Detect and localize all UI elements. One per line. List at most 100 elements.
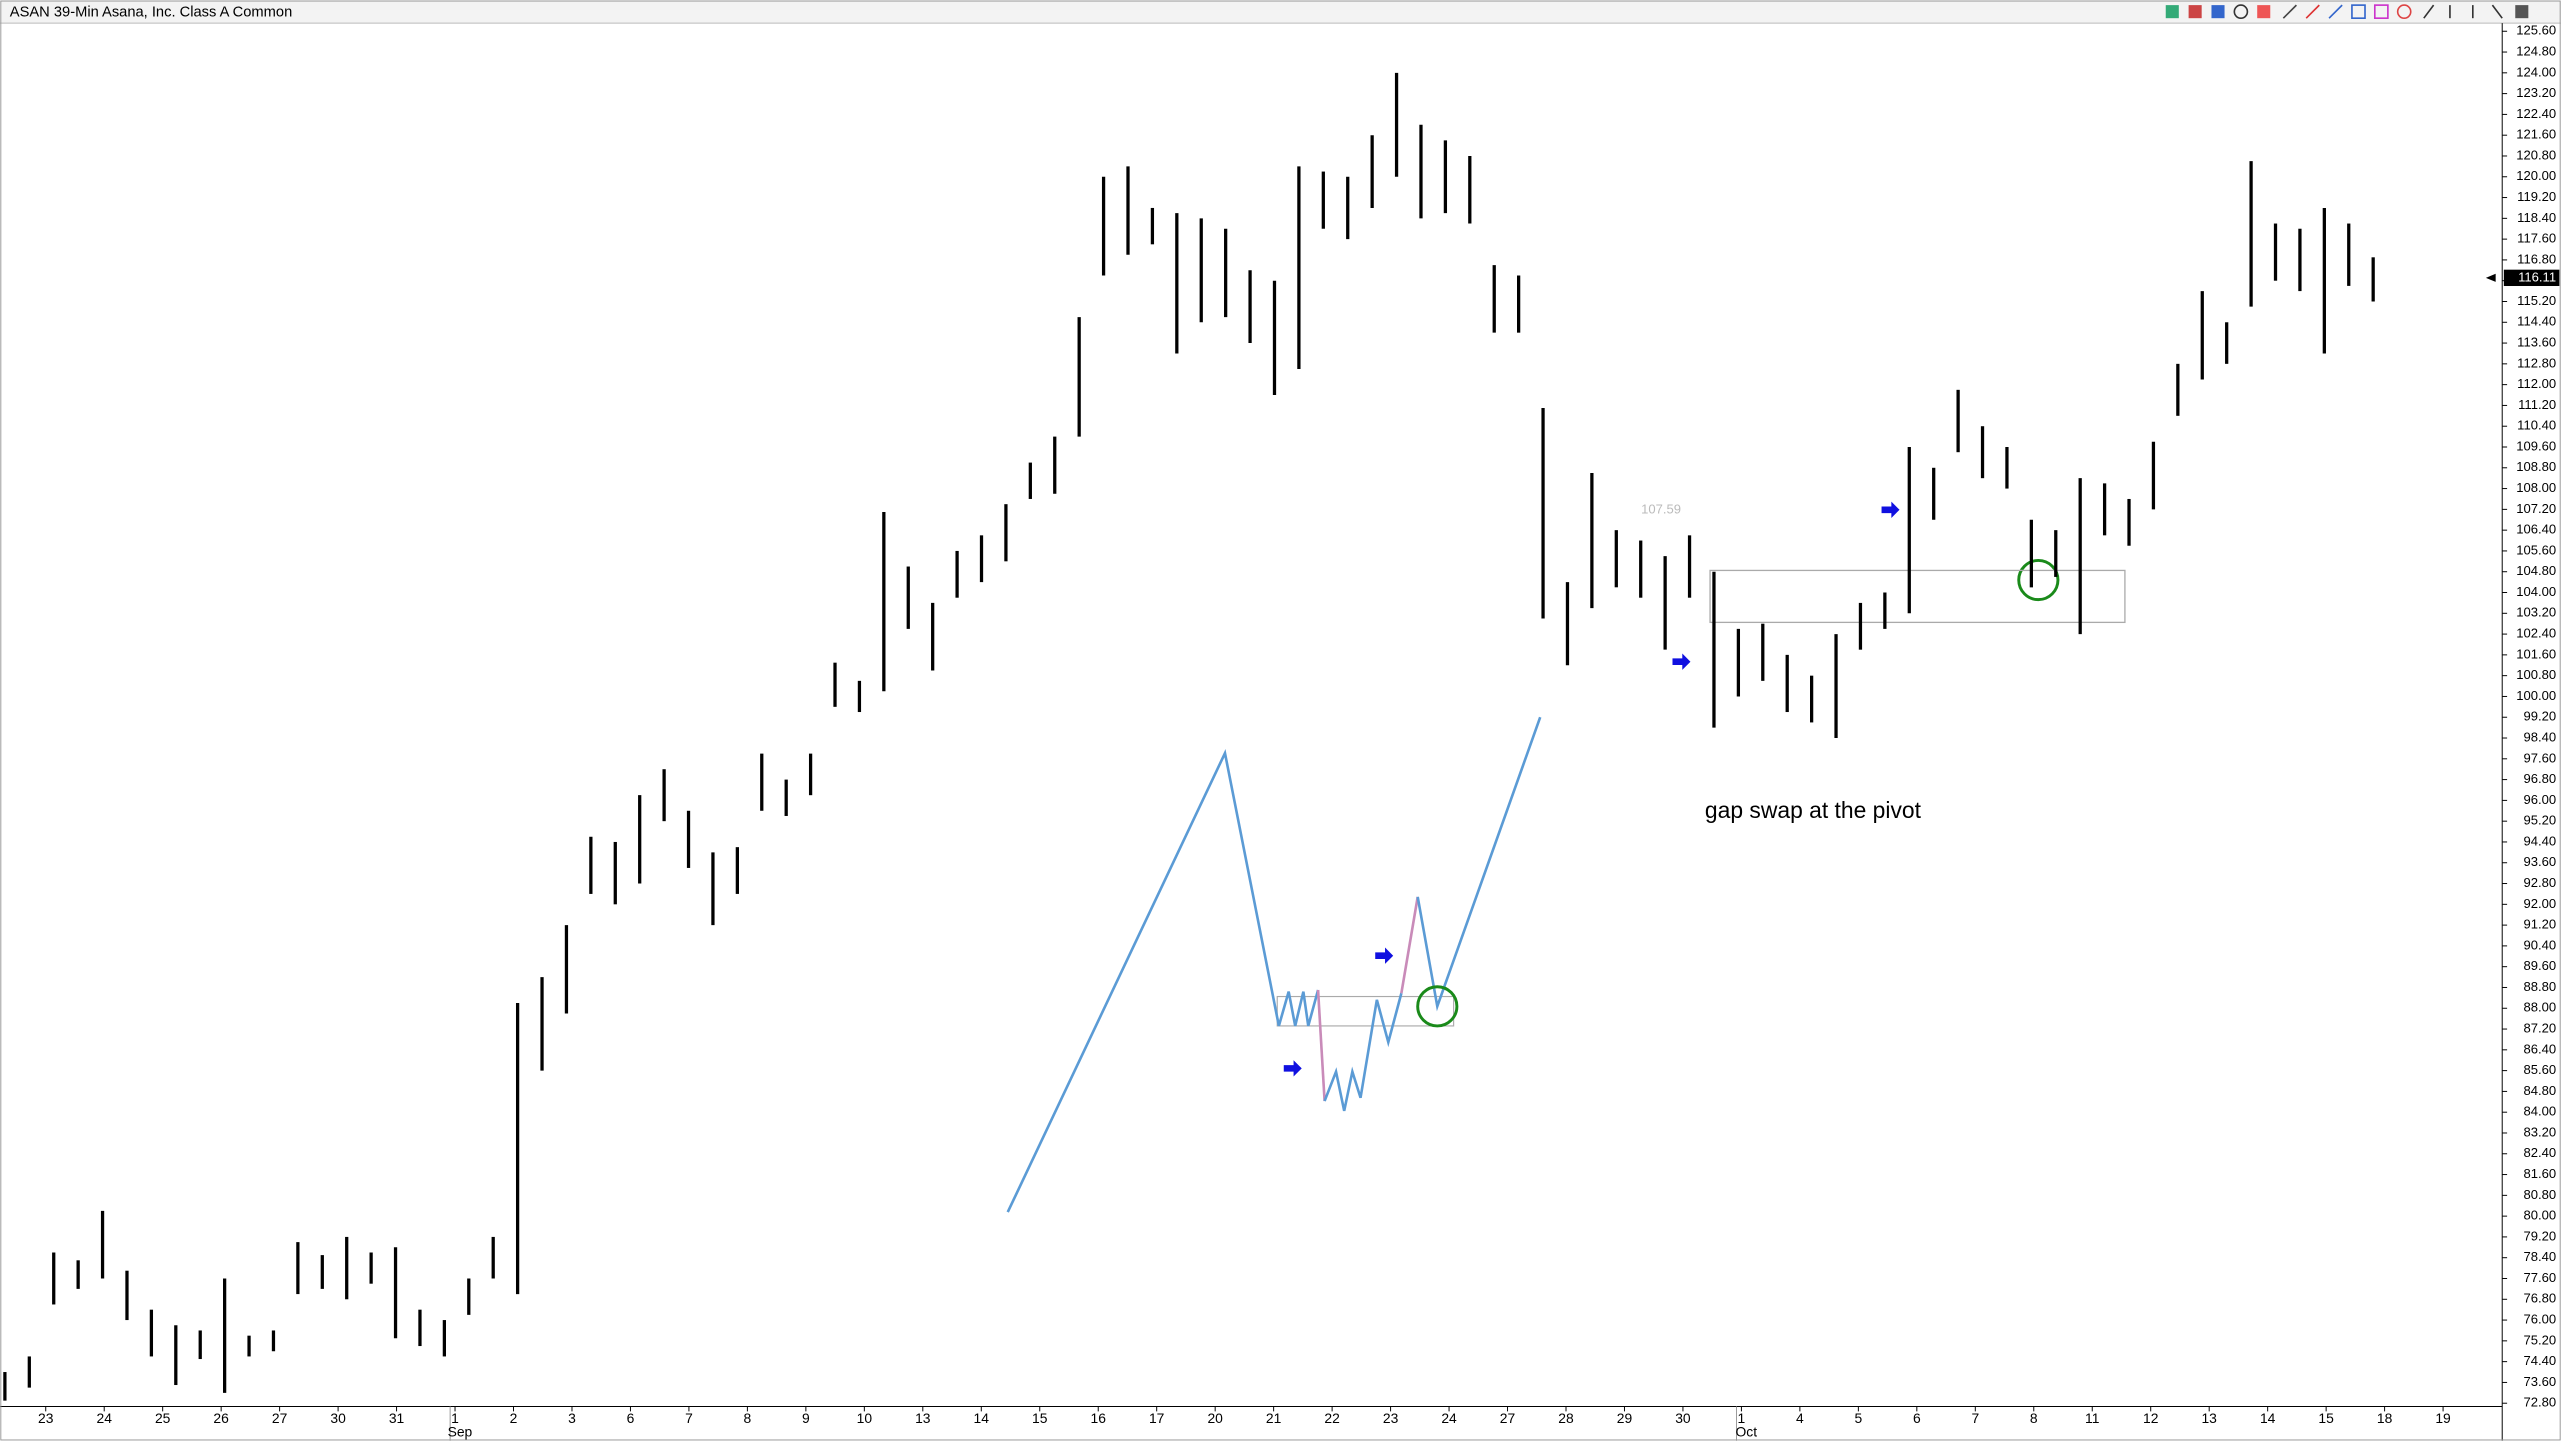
y-tick-label: 108.00 [2516, 480, 2556, 495]
x-tick-label: 7 [1971, 1410, 1979, 1426]
y-tick-label: 74.40 [2523, 1353, 2556, 1368]
sketch-line [1006, 749, 1320, 1213]
tool-icon[interactable] [2351, 4, 2366, 20]
tool-icon[interactable] [2423, 4, 2435, 19]
x-tick-label: 21 [1266, 1410, 1282, 1426]
x-tick-label: 7 [685, 1410, 693, 1426]
x-tick-label: 27 [1500, 1410, 1516, 1426]
y-tick-label: 105.60 [2516, 542, 2556, 557]
x-tick-label: 30 [330, 1410, 346, 1426]
tool-icon[interactable] [2233, 4, 2249, 20]
sketch-line [1323, 992, 1403, 1112]
y-tick-label: 96.00 [2523, 792, 2556, 807]
y-tick-label: 104.80 [2516, 563, 2556, 578]
y-tick-label: 81.60 [2523, 1166, 2556, 1181]
y-tick-label: 84.00 [2523, 1104, 2556, 1119]
arrow [1375, 947, 1394, 964]
chart-title: ASAN 39-Min Asana, Inc. Class A Common [10, 4, 292, 20]
y-tick-label: 80.80 [2523, 1187, 2556, 1202]
x-tick-label: 9 [802, 1410, 810, 1426]
x-tick-label: 15 [1032, 1410, 1048, 1426]
y-tick-label: 125.60 [2516, 23, 2556, 38]
y-tick-label: 86.40 [2523, 1041, 2556, 1056]
tool-icon[interactable] [2211, 5, 2225, 19]
x-tick-label: 24 [96, 1410, 112, 1426]
x-tick-label: 19 [2435, 1410, 2451, 1426]
y-tick-label: 91.20 [2523, 917, 2556, 932]
tool-icon[interactable] [2188, 5, 2202, 19]
x-tick-label: 16 [1091, 1410, 1107, 1426]
sketch-line [1416, 716, 1542, 1012]
tool-icon[interactable] [2328, 4, 2343, 19]
y-tick-label: 108.80 [2516, 459, 2556, 474]
x-tick-label: 8 [2030, 1410, 2038, 1426]
y-tick-label: 120.00 [2516, 168, 2556, 183]
y-tick-label: 94.40 [2523, 833, 2556, 848]
y-tick-label: 80.00 [2523, 1208, 2556, 1223]
month-label: Oct [1736, 1423, 1758, 1439]
y-tick-label: 88.80 [2523, 979, 2556, 994]
y-tick-label: 113.60 [2517, 335, 2556, 350]
y-tick-label: 78.40 [2523, 1249, 2556, 1264]
y-tick-label: 100.00 [2516, 688, 2556, 703]
y-tick-label: 116.80 [2517, 251, 2556, 266]
y-tick-label: 76.00 [2523, 1312, 2556, 1327]
x-tick-label: 1 [451, 1410, 459, 1426]
y-tick-label: 104.00 [2516, 584, 2556, 599]
tool-icon[interactable] [2165, 5, 2179, 19]
x-tick-label: 15 [2318, 1410, 2334, 1426]
y-tick-label: 121.60 [2516, 127, 2556, 142]
x-tick-label: 25 [155, 1410, 171, 1426]
tool-icon[interactable] [2257, 5, 2271, 19]
pivot-circle [1416, 985, 1459, 1028]
y-tick-label: 79.20 [2523, 1228, 2556, 1243]
arrow [1672, 653, 1691, 670]
tool-icon[interactable] [2305, 4, 2320, 19]
y-tick-label: 115.20 [2517, 293, 2556, 308]
x-tick-label: 29 [1617, 1410, 1633, 1426]
x-tick-label: 17 [1149, 1410, 1165, 1426]
tool-icon[interactable] [2282, 4, 2297, 19]
x-tick-label: 13 [915, 1410, 931, 1426]
y-tick-label: 106.40 [2516, 522, 2556, 537]
x-tick-label: 10 [857, 1410, 873, 1426]
tool-icon[interactable] [2396, 4, 2412, 20]
y-tick-label: 109.60 [2516, 438, 2556, 453]
title-bar [0, 0, 2561, 24]
x-tick-label: 23 [1383, 1410, 1399, 1426]
y-tick-label: 100.80 [2516, 667, 2556, 682]
x-tick-label: 23 [38, 1410, 54, 1426]
x-tick-label: 24 [1441, 1410, 1457, 1426]
price-zone [1709, 569, 2126, 624]
x-tick-label: 22 [1324, 1410, 1340, 1426]
x-tick-label: 5 [1854, 1410, 1862, 1426]
tool-icon[interactable] [2515, 5, 2529, 19]
y-tick-label: 75.20 [2523, 1332, 2556, 1347]
x-tick-label: 11 [2085, 1410, 2100, 1426]
y-tick-label: 110.40 [2517, 418, 2556, 433]
y-tick-label: 118.40 [2517, 210, 2556, 225]
y-tick-label: 87.20 [2523, 1020, 2556, 1035]
y-tick-label: 102.40 [2516, 626, 2556, 641]
x-tick-label: 27 [272, 1410, 288, 1426]
sketch-line [1400, 896, 1419, 994]
y-tick-label: 90.40 [2523, 937, 2556, 952]
y-tick-label: 92.80 [2523, 875, 2556, 890]
y-tick-label: 119.20 [2517, 189, 2556, 204]
tool-icon[interactable] [2491, 4, 2503, 19]
y-tick-label: 98.40 [2523, 729, 2556, 744]
y-tick-label: 122.40 [2516, 106, 2556, 121]
y-tick-label: 72.80 [2523, 1395, 2556, 1410]
y-tick-label: 84.80 [2523, 1083, 2556, 1098]
tool-icon[interactable] [2373, 4, 2389, 20]
y-tick-label: 85.60 [2523, 1062, 2556, 1077]
y-tick-label: 89.60 [2523, 958, 2556, 973]
x-tick-label: 13 [2201, 1410, 2217, 1426]
x-tick-label: 8 [744, 1410, 752, 1426]
toolbar[interactable] [2165, 4, 2529, 20]
y-tick-label: 107.20 [2516, 501, 2556, 516]
x-tick-label: 6 [627, 1410, 635, 1426]
x-tick-label: 6 [1913, 1410, 1921, 1426]
